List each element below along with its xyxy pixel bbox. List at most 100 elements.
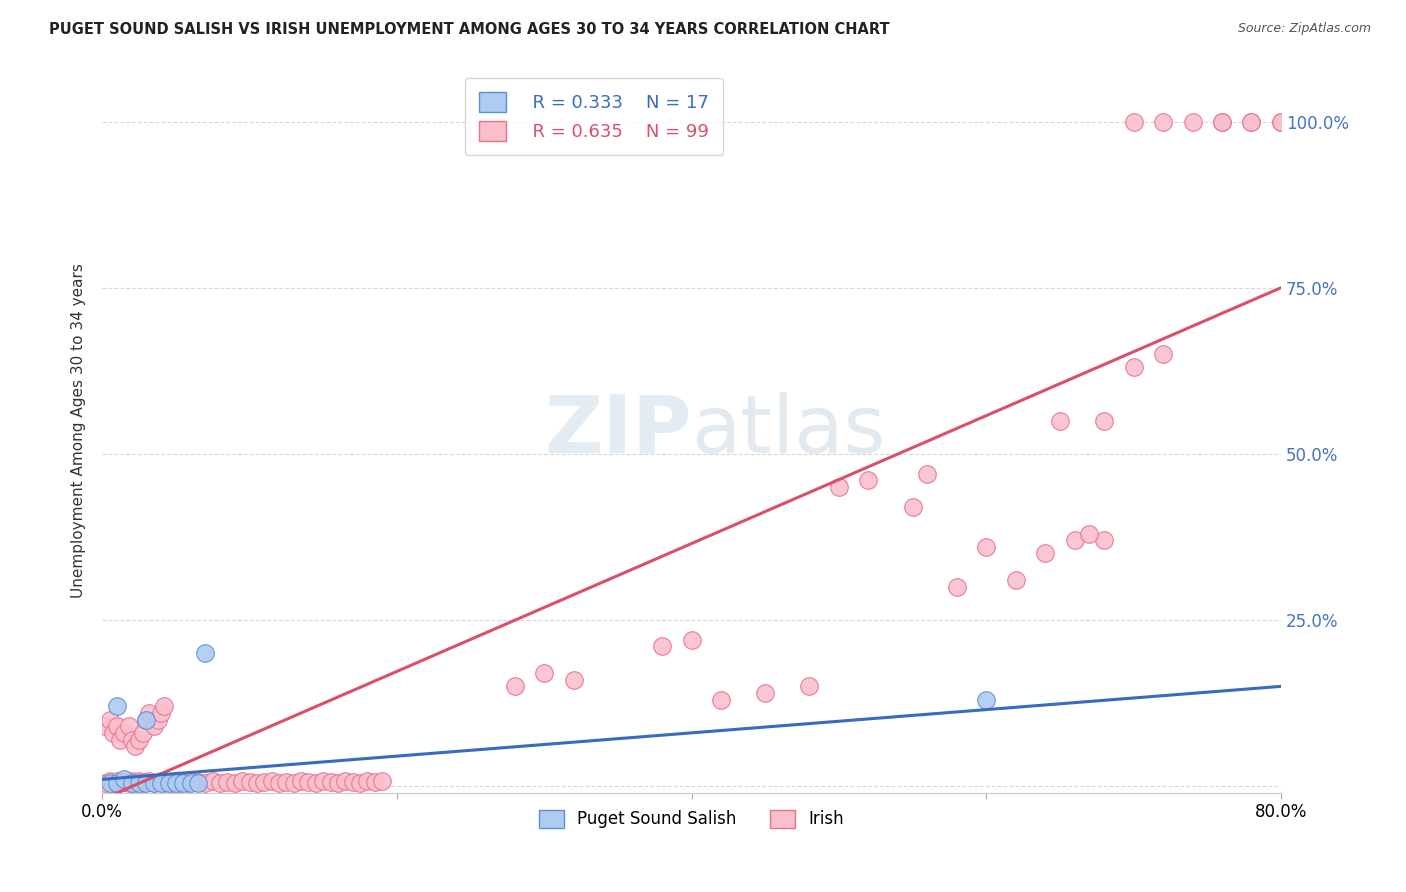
Point <box>828 480 851 494</box>
Point <box>135 775 157 789</box>
Point <box>121 774 143 789</box>
Point <box>132 775 155 789</box>
Point <box>1270 114 1292 128</box>
Point <box>180 775 202 789</box>
Text: ZIP: ZIP <box>544 392 692 469</box>
Point <box>101 775 124 789</box>
Point <box>297 775 319 789</box>
Point <box>209 775 232 789</box>
Point <box>112 775 135 789</box>
Point <box>1211 114 1233 128</box>
Point <box>153 775 176 789</box>
Point <box>651 640 673 654</box>
Point <box>165 774 187 789</box>
Point <box>94 775 117 789</box>
Point <box>167 775 190 789</box>
Point <box>108 732 131 747</box>
Point <box>917 467 939 481</box>
Point <box>503 679 526 693</box>
Point <box>172 775 194 789</box>
Point <box>335 774 357 789</box>
Point <box>121 732 143 747</box>
Point <box>253 775 276 789</box>
Point <box>246 775 269 789</box>
Point <box>165 775 187 789</box>
Text: PUGET SOUND SALISH VS IRISH UNEMPLOYMENT AMONG AGES 30 TO 34 YEARS CORRELATION C: PUGET SOUND SALISH VS IRISH UNEMPLOYMENT… <box>49 22 890 37</box>
Point <box>138 706 160 720</box>
Point <box>150 775 173 789</box>
Point <box>157 775 180 789</box>
Point <box>94 719 117 733</box>
Point <box>562 673 585 687</box>
Point <box>101 726 124 740</box>
Point <box>112 772 135 787</box>
Point <box>349 775 371 789</box>
Point <box>224 775 246 789</box>
Point <box>128 773 150 788</box>
Point <box>1152 347 1174 361</box>
Point <box>176 775 198 789</box>
Point <box>371 774 394 789</box>
Point <box>118 775 141 789</box>
Point <box>142 775 165 789</box>
Point <box>342 775 364 789</box>
Point <box>128 775 150 789</box>
Point <box>799 679 821 693</box>
Point <box>162 775 184 789</box>
Point <box>105 775 128 789</box>
Point <box>157 775 180 789</box>
Point <box>1004 573 1026 587</box>
Point <box>1033 547 1056 561</box>
Point <box>1122 360 1144 375</box>
Point <box>217 775 239 789</box>
Point <box>312 774 335 789</box>
Point <box>276 775 298 789</box>
Point <box>364 775 387 789</box>
Point <box>1270 114 1292 128</box>
Point <box>105 719 128 733</box>
Point <box>290 774 312 789</box>
Point <box>1122 114 1144 128</box>
Point <box>710 692 733 706</box>
Point <box>194 646 217 660</box>
Point <box>124 739 146 753</box>
Point <box>754 686 776 700</box>
Point <box>974 692 997 706</box>
Point <box>98 713 121 727</box>
Point <box>150 706 173 720</box>
Point <box>356 773 378 788</box>
Point <box>128 732 150 747</box>
Point <box>142 775 165 789</box>
Point <box>946 580 969 594</box>
Point <box>305 775 328 789</box>
Point <box>1078 526 1101 541</box>
Point <box>1092 414 1115 428</box>
Point <box>231 774 253 789</box>
Point <box>194 775 217 789</box>
Point <box>98 775 121 789</box>
Point <box>1240 114 1263 128</box>
Point <box>121 775 143 789</box>
Point <box>108 775 131 789</box>
Point <box>326 775 349 789</box>
Point <box>150 774 173 789</box>
Point <box>1152 114 1174 128</box>
Point <box>105 773 128 788</box>
Point <box>153 699 176 714</box>
Point <box>681 632 703 647</box>
Point <box>118 719 141 733</box>
Point <box>180 774 202 789</box>
Point <box>533 666 555 681</box>
Y-axis label: Unemployment Among Ages 30 to 34 years: Unemployment Among Ages 30 to 34 years <box>72 263 86 598</box>
Text: atlas: atlas <box>692 392 886 469</box>
Point <box>148 713 170 727</box>
Point <box>187 775 209 789</box>
Point <box>260 774 283 789</box>
Point <box>142 719 165 733</box>
Point <box>1181 114 1204 128</box>
Point <box>132 726 155 740</box>
Point <box>1049 414 1071 428</box>
Point <box>98 774 121 789</box>
Point <box>1211 114 1233 128</box>
Point <box>267 775 290 789</box>
